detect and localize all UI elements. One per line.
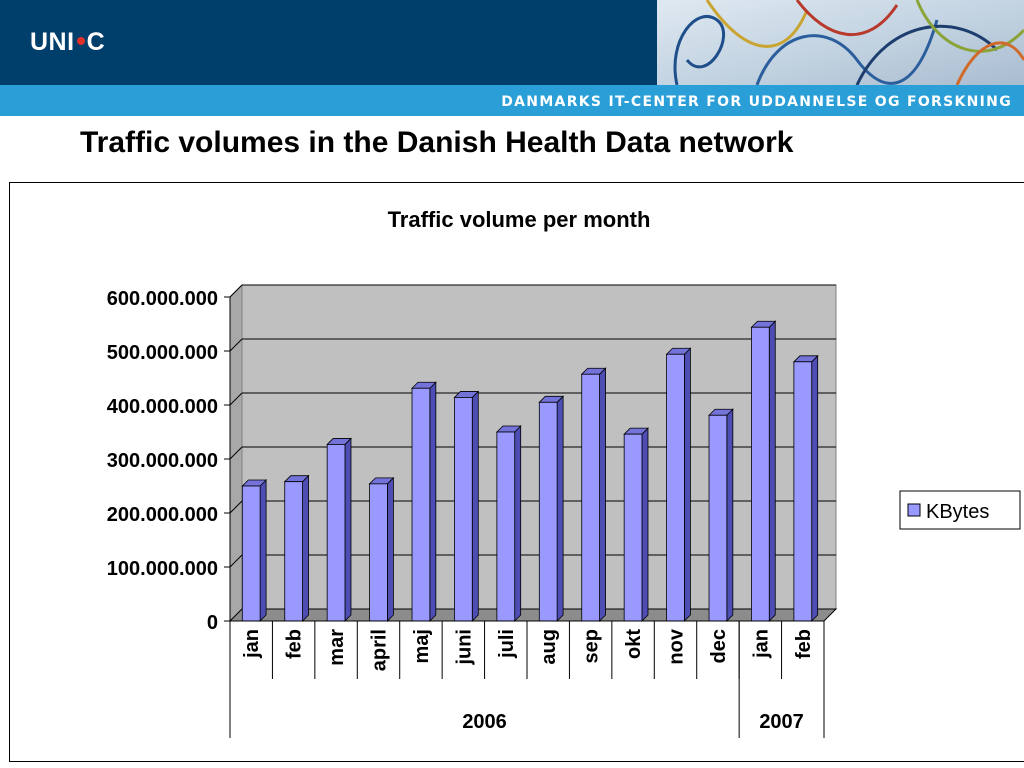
gridline-side bbox=[229, 500, 243, 514]
x-tick-label: sep bbox=[581, 629, 603, 663]
bar-side bbox=[556, 395, 564, 622]
group-label: 2006 bbox=[462, 711, 507, 733]
x-tick-label: jan bbox=[241, 629, 263, 659]
x-tick-label: feb bbox=[793, 629, 815, 659]
bar-side bbox=[514, 425, 522, 622]
tagline: DANMARKS IT-CENTER FOR UDDANNELSE OG FOR… bbox=[501, 94, 1012, 110]
bar bbox=[793, 361, 813, 622]
x-tick-label: feb bbox=[284, 629, 306, 659]
bar-side bbox=[259, 479, 267, 622]
y-tick-label: 300.000.000 bbox=[107, 450, 218, 472]
header-bar: UNI C bbox=[0, 0, 1024, 85]
x-tick-label: mar bbox=[326, 629, 348, 666]
y-tick-label: 400.000.000 bbox=[107, 396, 218, 418]
bar bbox=[284, 481, 303, 622]
cables-illustration bbox=[657, 0, 1024, 85]
gridline-side bbox=[229, 392, 243, 406]
x-tick-label: juni bbox=[453, 629, 475, 666]
y-tick-label: 600.000.000 bbox=[107, 288, 218, 310]
gridline-side bbox=[229, 446, 243, 460]
bar bbox=[538, 401, 558, 622]
logo-text-left: UNI bbox=[30, 28, 75, 56]
gridline-side bbox=[229, 284, 243, 298]
header-cables-photo bbox=[657, 0, 1024, 85]
bar bbox=[751, 326, 770, 622]
x-tick-label: nov bbox=[666, 628, 688, 664]
x-tick-label: aug bbox=[538, 629, 560, 665]
y-tick-label: 200.000.000 bbox=[107, 504, 218, 526]
bar bbox=[581, 373, 600, 622]
chart-title: Traffic volume per month bbox=[388, 207, 651, 232]
bar bbox=[411, 387, 431, 622]
logo-dot-icon bbox=[76, 37, 85, 46]
gridline-side bbox=[229, 554, 243, 568]
y-tick-label: 0 bbox=[207, 612, 218, 634]
bar-side bbox=[429, 381, 437, 622]
tagline-strip: DANMARKS IT-CENTER FOR UDDANNELSE OG FOR… bbox=[0, 85, 1024, 116]
plot-floor bbox=[228, 608, 838, 622]
bar bbox=[241, 485, 261, 622]
bar-side bbox=[344, 437, 352, 622]
bar-side bbox=[302, 474, 309, 622]
slide-title: Traffic volumes in the Danish Health Dat… bbox=[80, 126, 794, 159]
bar-side bbox=[811, 354, 819, 622]
bar bbox=[623, 433, 643, 622]
bar-side bbox=[471, 390, 479, 622]
bar-side bbox=[387, 476, 394, 622]
bar-side bbox=[641, 427, 649, 622]
x-tick-label: april bbox=[369, 629, 391, 671]
legend-label: KBytes bbox=[926, 501, 989, 523]
gridline-side bbox=[229, 338, 243, 352]
x-tick-label: jan bbox=[750, 629, 772, 659]
bar-side bbox=[684, 347, 691, 622]
bar-side bbox=[768, 320, 776, 622]
bar bbox=[326, 444, 346, 622]
bar-side bbox=[599, 367, 606, 622]
bar-side bbox=[726, 408, 734, 622]
x-tick-label: maj bbox=[411, 629, 433, 663]
legend-swatch bbox=[907, 503, 921, 517]
bar bbox=[708, 414, 728, 622]
unic-logo: UNI C bbox=[30, 28, 105, 57]
bar bbox=[496, 431, 516, 622]
group-label: 2007 bbox=[759, 711, 804, 733]
x-tick-label: dec bbox=[708, 629, 730, 663]
x-tick-label: juli bbox=[496, 629, 518, 659]
bar bbox=[454, 397, 473, 622]
y-tick-label: 500.000.000 bbox=[107, 342, 218, 364]
y-tick-label: 100.000.000 bbox=[107, 558, 218, 580]
x-tick-label: okt bbox=[623, 629, 645, 659]
bar bbox=[369, 483, 388, 622]
chart-frame: Traffic volume per month 0 100.000.000 200… bbox=[9, 182, 1024, 762]
bar bbox=[666, 353, 685, 622]
logo-text-right: C bbox=[86, 28, 106, 56]
traffic-chart: Traffic volume per month 0 100.000.000 200… bbox=[107, 207, 1021, 738]
